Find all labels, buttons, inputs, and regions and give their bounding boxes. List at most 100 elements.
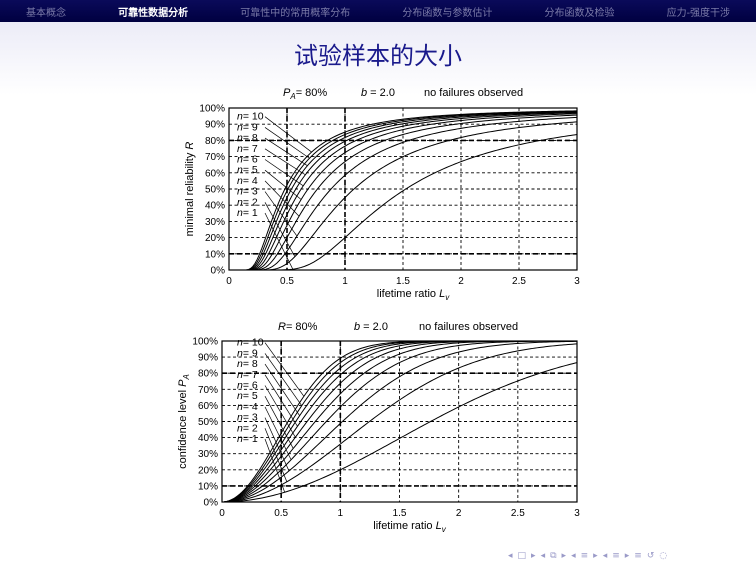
series-leader-n5 xyxy=(264,396,294,449)
series-label-n6: n= 6 xyxy=(237,380,258,392)
series-leader-n7 xyxy=(264,148,306,176)
chart-2: n= 1n= 2n= 3n= 4n= 5n= 6n= 7n= 8n= 9n= 1… xyxy=(177,321,580,534)
series-leader-n2 xyxy=(264,428,288,482)
x-tick-label: 2 xyxy=(458,276,464,287)
y-tick-label: 100% xyxy=(199,104,225,115)
series-label-n7: n= 7 xyxy=(237,369,258,381)
y-axis-label: minimal reliability R xyxy=(184,142,196,237)
series-labels: n= 1n= 2n= 3n= 4n= 5n= 6n= 7n= 8n= 9n= 1… xyxy=(237,111,312,270)
x-tick-label: 1 xyxy=(338,508,344,519)
series-line-n2 xyxy=(221,343,578,503)
y-tick-label: 100% xyxy=(192,337,218,348)
series-leader-n8 xyxy=(264,363,300,416)
series-leader-n1 xyxy=(264,212,294,270)
y-tick-label: 90% xyxy=(198,353,218,364)
series-label-n2: n= 2 xyxy=(237,422,258,434)
y-tick-label: 40% xyxy=(198,433,218,444)
y-tick-label: 60% xyxy=(205,168,225,179)
series-label-n4: n= 4 xyxy=(237,175,258,187)
beamer-nav-icon[interactable]: ↺ xyxy=(646,551,655,561)
beamer-nav-icon[interactable]: □ xyxy=(517,551,527,561)
nav-item-4[interactable]: 分布函数及检验 xyxy=(544,7,615,19)
series-label-n9: n= 9 xyxy=(237,347,258,359)
beamer-nav-icon[interactable]: ≡ xyxy=(580,551,589,561)
y-tick-label: 0% xyxy=(211,266,226,277)
y-tick-label: 70% xyxy=(205,152,225,163)
series-label-n10: n= 10 xyxy=(237,337,264,349)
series-line-n6 xyxy=(229,112,578,271)
header-note: no failures observed xyxy=(424,87,523,99)
beamer-nav-icon[interactable]: ◂ xyxy=(571,551,576,561)
x-tick-label: 0.5 xyxy=(280,276,294,287)
series-leader-n9 xyxy=(264,127,310,159)
y-tick-label: 40% xyxy=(205,201,225,212)
y-tick-label: 0% xyxy=(204,498,219,509)
series-label-n4: n= 4 xyxy=(237,401,258,413)
series-label-n1: n= 1 xyxy=(237,433,258,445)
beamer-nav-icon[interactable]: ≡ xyxy=(612,551,620,561)
series-label-n7: n= 7 xyxy=(237,143,258,155)
beamer-navigation: ◂ □ ▸ ◂ ⧉ ▸ ◂ ≡ ▸ ◂ ≡ ▸ ≡ ↺ ◌ xyxy=(508,549,667,563)
y-tick-label: 30% xyxy=(205,217,225,228)
beamer-nav-icon[interactable]: ⧉ xyxy=(550,551,557,561)
y-tick-label: 30% xyxy=(198,449,218,460)
series-leader-n1 xyxy=(264,438,286,493)
tick-labels: 0% 10% 20% 30% 40% 50% 60% 70% 80% 90% 100% 0 0.5 1 1.… xyxy=(192,337,580,520)
header-parameter: R= 80% xyxy=(278,321,318,333)
x-tick-label: 2 xyxy=(456,508,462,519)
series-line-n7 xyxy=(229,111,578,271)
series-leader-n6 xyxy=(264,159,304,187)
beamer-nav-icon[interactable]: ◂ xyxy=(602,551,608,561)
section-navbar: 基本概念 可靠性数据分析 可靠性中的常用概率分布 分布函数与参数估计 分布函数及… xyxy=(0,0,756,22)
x-tick-label: 0 xyxy=(226,276,232,287)
beamer-nav-icon[interactable]: ◂ xyxy=(540,551,546,561)
series-labels: n= 1n= 2n= 3n= 4n= 5n= 6n= 7n= 8n= 9n= 1… xyxy=(237,337,305,493)
header-shape: b = 2.0 xyxy=(354,321,388,333)
series-leader-n5 xyxy=(264,169,302,200)
nav-item-0[interactable]: 基本概念 xyxy=(26,7,67,19)
y-tick-label: 80% xyxy=(198,369,218,380)
series-label-n5: n= 5 xyxy=(237,390,258,402)
x-tick-label: 2.5 xyxy=(512,276,526,287)
series-label-n2: n= 2 xyxy=(237,196,258,208)
series-label-n5: n= 5 xyxy=(237,164,258,176)
series-label-n6: n= 6 xyxy=(237,154,258,166)
series-label-n8: n= 8 xyxy=(237,358,258,370)
x-tick-label: 2.5 xyxy=(511,508,525,519)
y-tick-label: 80% xyxy=(205,136,225,147)
x-tick-label: 1.5 xyxy=(393,508,407,519)
beamer-nav-icon[interactable]: ▸ xyxy=(593,551,598,561)
series-leader-n10 xyxy=(264,342,305,397)
beamer-nav-icon[interactable]: ▸ xyxy=(531,551,536,561)
tick-labels: 0% 10% 20% 30% 40% 50% 60% 70% 80% 90% 100% 0 0.5 1 1.… xyxy=(199,104,580,288)
series-line-n2 xyxy=(229,121,578,271)
nav-item-1[interactable]: 可靠性数据分析 xyxy=(118,7,189,19)
series-label-n9: n= 9 xyxy=(237,121,258,133)
series-leader-n10 xyxy=(264,116,312,153)
nav-item-5[interactable]: 应力-强度干涉 xyxy=(666,7,730,19)
series-leader-n3 xyxy=(264,417,290,472)
series-line-n8 xyxy=(229,111,578,271)
series-leader-n8 xyxy=(264,137,308,166)
beamer-nav-icon[interactable]: ◂ xyxy=(508,551,513,561)
y-tick-label: 70% xyxy=(198,385,218,396)
frame-title: 试验样本的大小 xyxy=(294,42,462,70)
beamer-nav-icon[interactable]: ≡ xyxy=(634,551,642,561)
series-line-n5 xyxy=(229,113,578,271)
beamer-nav-icon[interactable]: ▸ xyxy=(624,551,630,561)
nav-item-3[interactable]: 分布函数与参数估计 xyxy=(402,7,493,19)
x-axis-label: lifetime ratio Lv xyxy=(373,520,446,534)
beamer-nav-icon[interactable]: ▸ xyxy=(561,551,567,561)
series-leader-n6 xyxy=(264,385,296,438)
nav-item-2[interactable]: 可靠性中的常用概率分布 xyxy=(240,7,351,19)
y-tick-label: 60% xyxy=(198,401,218,412)
beamer-nav-icon[interactable]: ◌ xyxy=(659,551,668,561)
chart-1: n= 1n= 2n= 3n= 4n= 5n= 6n= 7n= 8n= 9n= 1… xyxy=(184,87,580,302)
x-tick-label: 0 xyxy=(219,508,225,519)
x-tick-label: 3 xyxy=(574,276,580,287)
series-leader-n9 xyxy=(264,353,303,406)
series-leader-n4 xyxy=(264,406,292,460)
series-line-n3 xyxy=(221,340,578,503)
header-note: no failures observed xyxy=(419,321,518,333)
